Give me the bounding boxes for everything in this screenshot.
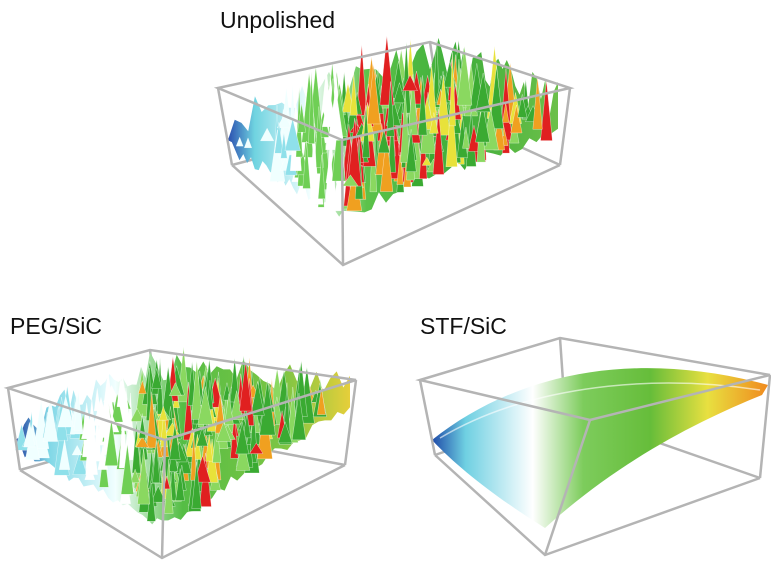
plots (8, 36, 770, 558)
box-edge (218, 88, 232, 165)
figure: Unpolished PEG/SiC STF/SiC (0, 0, 771, 562)
box-edge (560, 88, 570, 165)
box-edge (8, 388, 20, 470)
box-edge (420, 380, 435, 455)
panel-label: PEG/SiC (10, 313, 102, 339)
panel-label: Unpolished (220, 7, 335, 33)
panel-label: STF/SiC (420, 313, 507, 339)
surface (432, 368, 768, 528)
box-edge (342, 140, 343, 265)
